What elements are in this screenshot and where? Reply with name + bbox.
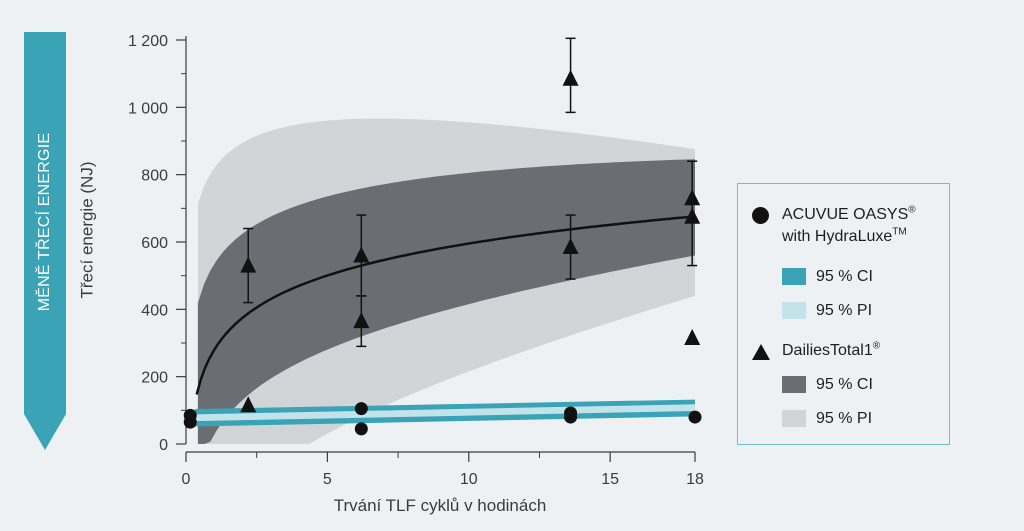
- x-tick-label: 10: [460, 471, 478, 488]
- y-tick-label: 400: [141, 302, 168, 319]
- registered-mark: ®: [908, 204, 916, 216]
- acuvue-point: [354, 402, 368, 416]
- y-axis-title: Třecí energie (NJ): [62, 140, 112, 320]
- dailies-point: [562, 238, 579, 255]
- trademark-mark: TM: [892, 226, 907, 238]
- dailies-ci-label: 95 % CI: [816, 376, 873, 393]
- x-tick-label: 18: [686, 471, 704, 488]
- side-banner-arrow: [24, 32, 66, 450]
- acuvue-ci-label: 95 % CI: [816, 268, 873, 285]
- acuvue-pi-swatch: [782, 302, 806, 319]
- dailies-point: [353, 312, 370, 329]
- y-tick-label: 1 000: [128, 100, 168, 117]
- acuvue-pi-label: 95 % PI: [816, 302, 873, 319]
- acuvue-point: [564, 410, 578, 424]
- dailies-point: [240, 256, 257, 273]
- legend-acuvue-name-line1: ACUVUE OASYS: [782, 206, 909, 223]
- legend: ACUVUE OASYS® with HydraLuxeTM 95 % CI 9…: [737, 183, 950, 445]
- legend-acuvue-name: ACUVUE OASYS® with HydraLuxeTM: [782, 204, 916, 248]
- dailies-fit-curve: [195, 215, 696, 395]
- acuvue-ci-swatch: [782, 268, 806, 285]
- dailies-ci-swatch: [782, 376, 806, 393]
- y-tick-label: 600: [141, 235, 168, 252]
- legend-dailies-name-text: DailiesTotal1: [782, 342, 873, 359]
- dailies-point: [353, 246, 370, 263]
- x-tick-label: 5: [323, 471, 332, 488]
- legend-dailies-name: DailiesTotal1®: [782, 340, 880, 362]
- y-axis-label: Třecí energie (NJ): [77, 161, 97, 299]
- x-tick-label: 0: [182, 471, 191, 488]
- acuvue-point: [688, 410, 702, 424]
- dailies-pi-label: 95 % PI: [816, 410, 873, 427]
- x-axis-label: Trvání TLF cyklů v hodinách: [333, 496, 547, 515]
- dailies-pi-swatch: [782, 410, 806, 427]
- y-tick-label: 1 200: [128, 33, 168, 50]
- acuvue-point: [354, 422, 368, 436]
- triangle-marker-icon: [752, 344, 770, 360]
- dailies-point: [684, 189, 701, 206]
- dailies-point: [684, 328, 701, 345]
- y-tick-label: 200: [141, 370, 168, 387]
- side-banner-text: MĚNĚ TŘECÍ ENERGIE: [36, 132, 54, 312]
- y-tick-label: 800: [141, 168, 168, 185]
- circle-marker-icon: [752, 207, 769, 224]
- registered-mark: ®: [872, 340, 881, 352]
- acuvue-point: [183, 415, 197, 429]
- dailies-point: [684, 207, 701, 224]
- dailies-point: [562, 69, 579, 86]
- x-tick-label: 15: [601, 471, 619, 488]
- dailies-point: [240, 396, 257, 413]
- legend-acuvue-name-line2: with HydraLuxe: [782, 228, 893, 245]
- y-tick-label: 0: [159, 437, 168, 454]
- side-banner: MĚNĚ TŘECÍ ENERGIE: [24, 32, 66, 412]
